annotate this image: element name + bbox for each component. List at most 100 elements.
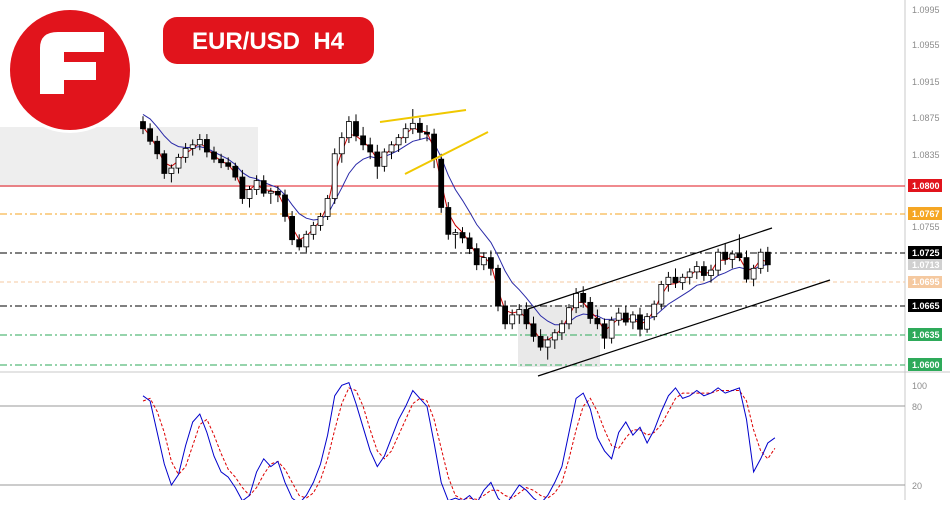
candle-body-bullish bbox=[310, 224, 317, 235]
candle-body-bearish bbox=[523, 309, 530, 325]
candle bbox=[622, 305, 629, 326]
candle bbox=[296, 234, 303, 251]
candle-body-bearish bbox=[161, 153, 168, 174]
title-badge-bg bbox=[163, 17, 374, 64]
stoch-axis-upper-label: 80 bbox=[912, 402, 922, 412]
candle-body-bullish bbox=[715, 251, 721, 271]
candle-body-bullish bbox=[175, 156, 182, 169]
candle bbox=[331, 148, 338, 204]
candle bbox=[509, 309, 516, 330]
price-tick-label: 1.0755 bbox=[912, 222, 940, 232]
candle bbox=[566, 304, 572, 330]
candle-body-bullish bbox=[345, 121, 352, 139]
wedge-upper-line bbox=[379, 109, 467, 123]
candle bbox=[630, 311, 636, 330]
candle-body-bearish bbox=[367, 144, 374, 153]
candle-body-bearish bbox=[296, 239, 303, 248]
candle-body-bearish bbox=[601, 323, 608, 339]
candle bbox=[253, 175, 260, 195]
price-tag-text: 1.0725 bbox=[912, 248, 940, 258]
candle bbox=[282, 189, 288, 222]
candle-body-bullish bbox=[665, 276, 672, 285]
candle bbox=[502, 300, 509, 330]
candle bbox=[715, 248, 721, 276]
candle bbox=[360, 126, 367, 151]
candle-body-bullish bbox=[516, 309, 523, 316]
price-tag-1-0600 bbox=[908, 358, 942, 371]
candle bbox=[303, 230, 310, 253]
candle-body-bullish bbox=[757, 251, 764, 269]
price-tag-text: 1.0600 bbox=[912, 360, 940, 370]
candle-body-bullish bbox=[331, 153, 338, 199]
candle-body-bearish bbox=[260, 180, 267, 194]
price-axis: 1.0995 1.0955 1.0915 1.0875 1.0835 1.075… bbox=[912, 5, 940, 232]
candle-body-bearish bbox=[154, 140, 161, 155]
candle-body-bearish bbox=[459, 232, 466, 239]
channel-upper-line bbox=[527, 227, 773, 310]
candle bbox=[196, 134, 203, 151]
candle-body-bullish bbox=[559, 323, 565, 334]
candle-body-bullish bbox=[693, 266, 700, 273]
candle bbox=[445, 202, 452, 240]
level-price-tags: 1.0800 1.0767 1.0725 1.0713 1.0695 1.066… bbox=[908, 179, 942, 371]
candle-body-bullish bbox=[708, 269, 714, 276]
candle bbox=[161, 150, 168, 179]
candle bbox=[324, 194, 331, 221]
candle-body-bullish bbox=[402, 128, 409, 139]
candle-body-bullish bbox=[267, 190, 274, 194]
symbol-timeframe-badge: EUR/USD H4 bbox=[163, 17, 374, 64]
candle-body-bearish bbox=[495, 267, 501, 307]
candle bbox=[473, 243, 480, 271]
candle bbox=[168, 164, 175, 183]
candle bbox=[147, 123, 154, 145]
candle-body-bearish bbox=[736, 253, 743, 259]
candle bbox=[338, 132, 345, 163]
candle bbox=[381, 148, 388, 172]
upper-range-shading bbox=[0, 127, 258, 187]
price-tag-1-0800 bbox=[908, 179, 942, 192]
candle-body-bullish bbox=[324, 198, 331, 217]
candle-body-bearish bbox=[374, 151, 381, 167]
candle-body-bearish bbox=[622, 312, 629, 323]
candle bbox=[701, 261, 707, 281]
price-tag-current-2 bbox=[908, 276, 942, 288]
candle-body-bearish bbox=[140, 121, 146, 130]
candle bbox=[211, 146, 217, 163]
candle-body-bearish bbox=[416, 122, 423, 133]
candle-body-bullish bbox=[686, 271, 693, 278]
candle-body-bearish bbox=[743, 257, 750, 280]
candle-body-bullish bbox=[253, 180, 260, 190]
candle-body-bearish bbox=[239, 176, 246, 199]
candle-body-bearish bbox=[274, 190, 281, 196]
price-tag-1-0767 bbox=[908, 207, 942, 220]
stochastic-main-line bbox=[142, 381, 776, 505]
candle bbox=[530, 316, 537, 342]
channel-lower-line bbox=[537, 279, 831, 377]
candle-body-bearish bbox=[218, 158, 225, 164]
candle bbox=[424, 125, 430, 142]
candle-body-bearish bbox=[594, 318, 601, 325]
price-tag-1-0725 bbox=[908, 246, 942, 259]
candle-body-bearish bbox=[232, 165, 239, 178]
candle bbox=[672, 268, 679, 289]
price-tick-label: 1.0915 bbox=[912, 77, 940, 87]
candle-body-bullish bbox=[388, 144, 395, 153]
candle bbox=[608, 316, 615, 344]
candle bbox=[459, 227, 466, 244]
candle-body-bullish bbox=[182, 148, 189, 158]
candle bbox=[544, 336, 551, 360]
support-resistance-levels bbox=[0, 185, 905, 366]
candle-body-bearish bbox=[537, 335, 544, 348]
candle bbox=[218, 153, 225, 169]
stoch-axis-lower-label: 20 bbox=[912, 481, 922, 491]
candle bbox=[743, 250, 750, 283]
price-tag-text: 1.0635 bbox=[912, 330, 940, 340]
stochastic-panel: 100 80 20 bbox=[0, 381, 927, 505]
price-tag-text: 1.0695 bbox=[912, 277, 940, 287]
candle-body-bullish bbox=[729, 253, 736, 260]
price-tag-1-0635 bbox=[908, 328, 942, 341]
candle-body-bullish bbox=[651, 303, 658, 318]
candle bbox=[353, 114, 359, 142]
symbol-title: EUR/USD H4 bbox=[192, 28, 345, 55]
candlesticks bbox=[140, 109, 771, 360]
